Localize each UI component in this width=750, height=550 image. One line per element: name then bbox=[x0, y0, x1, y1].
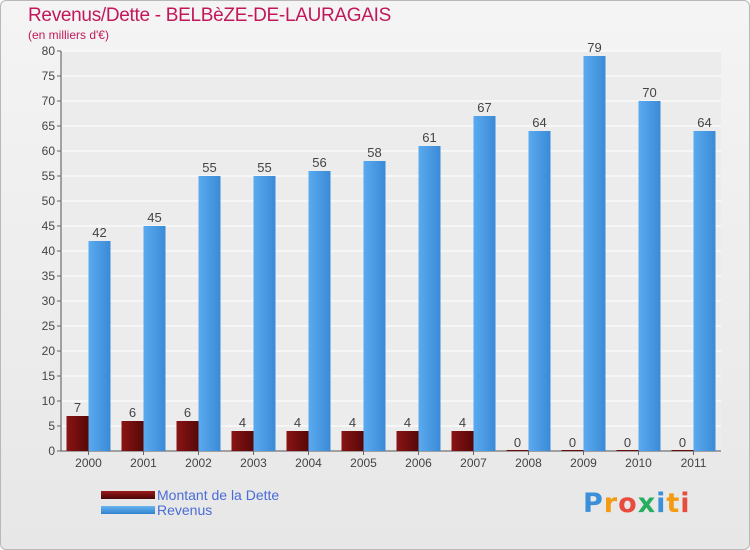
data-label-revenus: 55 bbox=[202, 160, 216, 175]
data-label-revenus: 42 bbox=[92, 225, 106, 240]
data-label-revenus: 70 bbox=[642, 85, 656, 100]
data-label-dette: 4 bbox=[459, 415, 466, 430]
bar-revenus bbox=[528, 131, 551, 451]
data-label-dette: 4 bbox=[404, 415, 411, 430]
chart-title: Revenus/Dette - BELBèZE-DE-LAURAGAIS bbox=[28, 5, 392, 26]
data-label-dette: 0 bbox=[679, 435, 686, 450]
data-label-revenus: 55 bbox=[257, 160, 271, 175]
data-label-dette: 4 bbox=[239, 415, 246, 430]
x-tick-label: 2008 bbox=[515, 456, 542, 470]
bar-revenus bbox=[363, 161, 386, 451]
y-tick-label: 75 bbox=[42, 69, 56, 83]
data-label-revenus: 61 bbox=[422, 130, 436, 145]
legend-swatch-revenus bbox=[101, 505, 155, 514]
y-tick-label: 80 bbox=[42, 44, 56, 58]
x-tick-label: 2009 bbox=[570, 456, 597, 470]
y-tick-label: 65 bbox=[42, 119, 56, 133]
legend-label-revenus: Revenus bbox=[157, 501, 213, 518]
proxiti-logo: Proxiti bbox=[583, 488, 691, 519]
data-label-dette: 6 bbox=[184, 405, 191, 420]
bar-dette bbox=[396, 431, 419, 451]
legend-item-revenus: Revenus bbox=[101, 501, 279, 518]
data-label-dette: 7 bbox=[74, 400, 81, 415]
y-tick-label: 40 bbox=[42, 244, 56, 258]
y-tick-label: 50 bbox=[42, 194, 56, 208]
legend-label-dette: Montant de la Dette bbox=[157, 486, 280, 503]
data-label-dette: 0 bbox=[624, 435, 631, 450]
data-label-dette: 6 bbox=[129, 405, 136, 420]
bar-revenus bbox=[473, 116, 496, 451]
data-label-revenus: 64 bbox=[532, 115, 546, 130]
bar-revenus bbox=[693, 131, 716, 451]
bar-dette bbox=[286, 431, 309, 451]
bar-revenus bbox=[638, 101, 661, 451]
x-tick-label: 2007 bbox=[460, 456, 487, 470]
y-tick-label: 20 bbox=[42, 344, 56, 358]
bar-revenus bbox=[143, 226, 166, 451]
bar-dette bbox=[341, 431, 364, 451]
bar-revenus bbox=[418, 146, 441, 451]
bar-dette bbox=[176, 421, 199, 451]
legend-swatch-dette bbox=[101, 490, 155, 499]
bar-dette bbox=[231, 431, 254, 451]
data-label-revenus: 58 bbox=[367, 145, 381, 160]
legend-item-dette: Montant de la Dette bbox=[101, 486, 280, 503]
x-tick-label: 2006 bbox=[405, 456, 432, 470]
data-label-revenus: 79 bbox=[587, 40, 601, 55]
y-tick-label: 60 bbox=[42, 144, 56, 158]
bar-revenus bbox=[253, 176, 276, 451]
bar-dette bbox=[121, 421, 144, 451]
y-tick-label: 35 bbox=[42, 269, 56, 283]
x-tick-label: 2002 bbox=[185, 456, 212, 470]
data-label-revenus: 45 bbox=[147, 210, 161, 225]
bar-revenus bbox=[88, 241, 111, 451]
x-tick-label: 2003 bbox=[240, 456, 267, 470]
legend: Montant de la Dette Revenus bbox=[101, 486, 280, 518]
x-tick-label: 2001 bbox=[130, 456, 157, 470]
y-tick-label: 15 bbox=[42, 369, 56, 383]
bar-dette bbox=[451, 431, 474, 451]
bar-revenus bbox=[198, 176, 221, 451]
data-label-revenus: 56 bbox=[312, 155, 326, 170]
data-label-dette: 4 bbox=[294, 415, 301, 430]
data-label-dette: 4 bbox=[349, 415, 356, 430]
y-tick-label: 5 bbox=[48, 419, 55, 433]
data-label-dette: 0 bbox=[514, 435, 521, 450]
y-tick-label: 70 bbox=[42, 94, 56, 108]
y-tick-label: 25 bbox=[42, 319, 56, 333]
y-tick-label: 55 bbox=[42, 169, 56, 183]
chart-subtitle: (en milliers d'€) bbox=[28, 28, 109, 42]
data-label-revenus: 67 bbox=[477, 100, 491, 115]
x-tick-label: 2010 bbox=[625, 456, 652, 470]
y-tick-label: 45 bbox=[42, 219, 56, 233]
data-label-revenus: 64 bbox=[697, 115, 711, 130]
x-tick-label: 2000 bbox=[75, 456, 102, 470]
x-tick-label: 2004 bbox=[295, 456, 322, 470]
bar-dette bbox=[66, 416, 89, 451]
bar-revenus bbox=[308, 171, 331, 451]
y-tick-label: 30 bbox=[42, 294, 56, 308]
data-label-dette: 0 bbox=[569, 435, 576, 450]
y-tick-label: 10 bbox=[42, 394, 56, 408]
x-tick-label: 2005 bbox=[350, 456, 377, 470]
x-tick-label: 2011 bbox=[681, 456, 707, 470]
bar-revenus bbox=[583, 56, 606, 451]
y-tick-label: 0 bbox=[48, 444, 55, 458]
